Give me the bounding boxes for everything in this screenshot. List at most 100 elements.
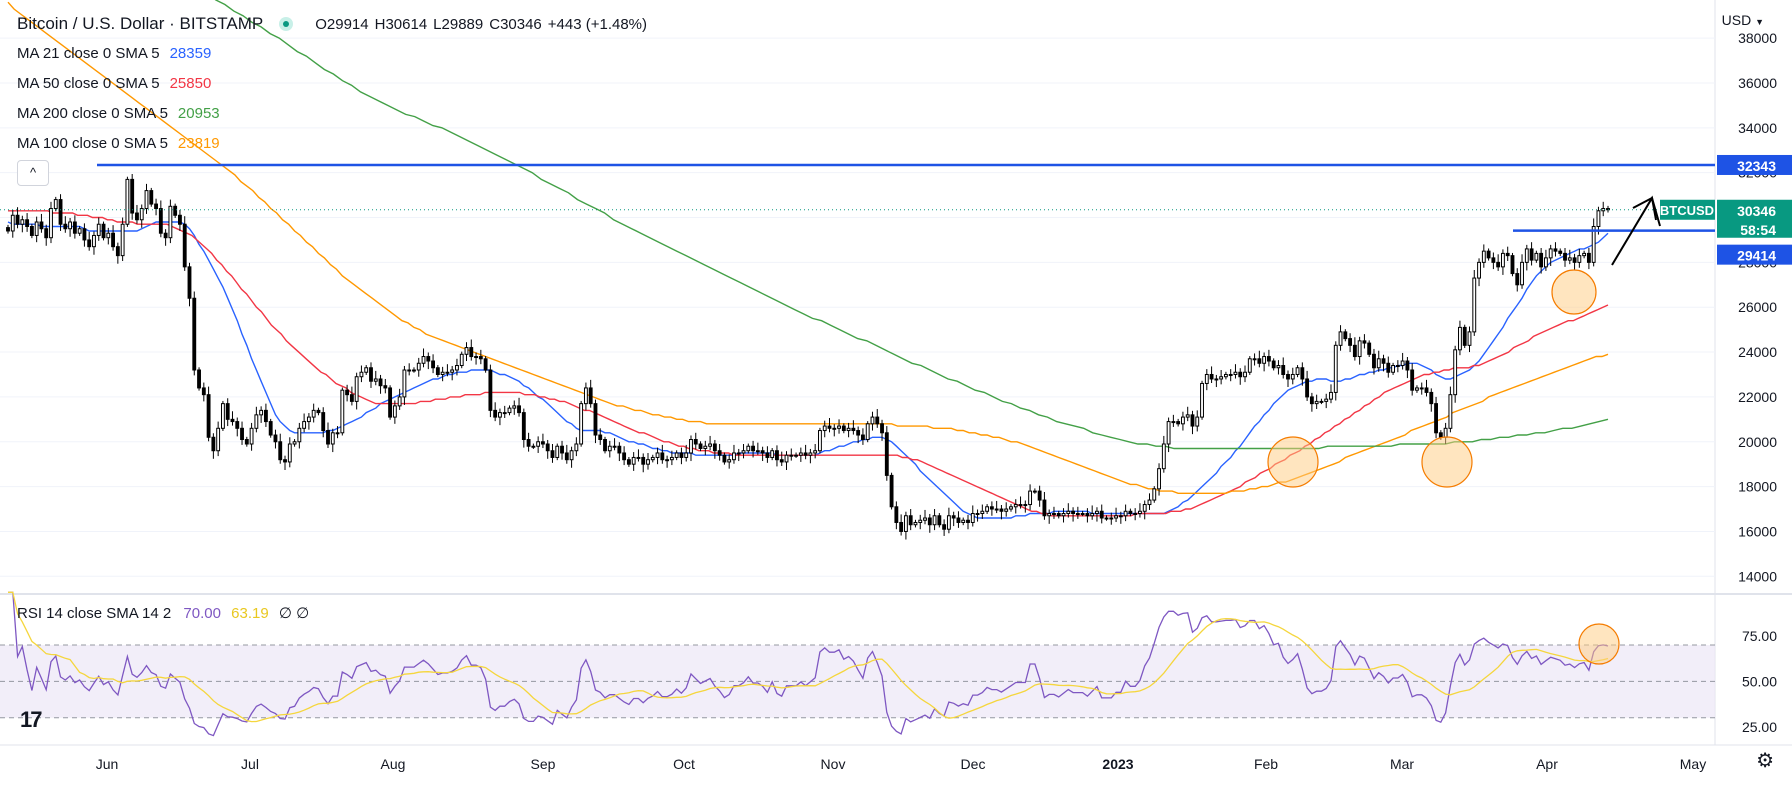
rsi-legend-extra: ∅ ∅ [278,605,310,622]
candle [1400,352,1405,370]
candle [1266,349,1271,367]
candle [1099,504,1104,524]
candle [254,406,259,433]
candle [82,223,87,247]
candle [1013,499,1018,514]
highlight-circle[interactable] [1267,436,1319,488]
candle [1056,510,1061,519]
rsi-tick-label: 75.00 [1742,628,1777,644]
candle [498,408,502,426]
candle [87,231,92,251]
candle [1314,394,1319,410]
candle [598,428,603,445]
price-tick-label: 24000 [1738,344,1777,360]
candle [1486,248,1491,261]
candle [125,176,130,227]
ma100-legend[interactable]: MA 100 close 0 SMA 5 23819 [17,135,220,152]
price-tick-label: 18000 [1738,479,1777,495]
time-tick-label: May [1680,756,1706,772]
candle [39,213,44,233]
candle [1262,352,1267,372]
candle [474,352,478,365]
candle [326,422,330,449]
candle [1462,324,1467,349]
candle [354,372,359,410]
annotations [0,163,1715,665]
candle [1047,509,1052,524]
price-tick-label: 14000 [1738,568,1777,584]
candle [569,446,574,468]
ma50-legend[interactable]: MA 50 close 0 SMA 5 25850 [17,75,211,92]
rsi-legend-value: 70.00 [183,605,221,622]
candle [450,365,455,381]
candle [1290,367,1295,385]
candle [717,444,722,461]
candle [908,509,913,531]
candle [574,437,579,457]
candles [6,174,1610,540]
candle [154,198,158,216]
candle [1558,248,1563,257]
candle [359,365,364,383]
highlight-circle[interactable] [1578,623,1620,665]
candle [20,215,25,233]
candle [1572,253,1577,271]
candle [1458,320,1462,356]
candle [985,504,990,514]
ma21-legend[interactable]: MA 21 close 0 SMA 5 28359 [17,45,211,62]
candle [63,216,68,233]
candle [603,436,607,454]
candle [1080,510,1085,517]
candle [455,358,459,376]
candle [684,444,689,462]
candle [373,370,378,386]
candle [1032,488,1037,494]
candle [139,204,144,228]
candle [746,443,751,454]
candle [225,398,230,427]
candle [1367,340,1372,357]
collapse-legend-button[interactable]: ^ [17,160,49,186]
currency-selector[interactable]: USD ▼ [1722,12,1764,28]
candle [321,407,326,438]
candle [72,215,77,239]
candle [1271,358,1276,371]
candle [187,262,192,307]
candle [44,224,49,246]
candle [1343,329,1348,342]
gear-icon[interactable]: ⚙ [1756,750,1774,772]
price-tick-label: 16000 [1738,523,1777,539]
ma200-legend[interactable]: MA 200 close 0 SMA 5 20953 [17,105,220,122]
highlight-circle[interactable] [1421,436,1473,488]
symbol-title[interactable]: Bitcoin / U.S. Dollar · BITSTAMP [17,14,264,33]
candle [1319,398,1324,405]
candle [488,364,493,418]
candle [626,457,631,467]
time-tick-label: Mar [1390,756,1414,772]
candle [856,426,861,444]
candle [15,207,20,229]
candle [1300,362,1305,386]
candle [540,433,545,449]
highlight-circle[interactable] [1551,269,1597,315]
ohlc-high: H30614 [374,16,428,33]
candle [775,445,779,467]
candle [1601,201,1606,217]
candle [803,444,808,460]
ohlc-close: C30346 [489,16,542,33]
symbol-tag-text: BTCUSD [1660,203,1714,218]
candle [760,446,765,462]
candle [1133,508,1138,521]
candle [1142,500,1147,520]
candle [230,411,235,426]
ma100-legend-value: 23819 [177,135,220,152]
market-open-dot [279,17,294,31]
candle [507,405,512,416]
candle [483,356,488,373]
candle [789,448,794,461]
rsi-legend[interactable]: RSI 14 close SMA 14 2 70.00 63.19 ∅ ∅ [17,604,309,622]
candle [1324,393,1329,409]
candle [593,399,598,444]
candle [1567,249,1572,265]
